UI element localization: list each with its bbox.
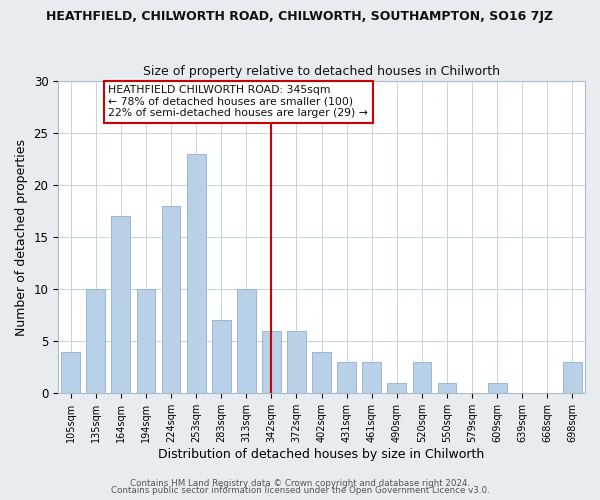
Bar [337, 362, 356, 394]
Bar [137, 289, 155, 394]
Bar [312, 352, 331, 394]
Bar [237, 289, 256, 394]
Bar [86, 289, 105, 394]
Bar [437, 383, 457, 394]
X-axis label: Distribution of detached houses by size in Chilworth: Distribution of detached houses by size … [158, 448, 485, 461]
Bar [413, 362, 431, 394]
Bar [388, 383, 406, 394]
Text: HEATHFIELD CHILWORTH ROAD: 345sqm
← 78% of detached houses are smaller (100)
22%: HEATHFIELD CHILWORTH ROAD: 345sqm ← 78% … [109, 85, 368, 118]
Bar [187, 154, 206, 394]
Text: HEATHFIELD, CHILWORTH ROAD, CHILWORTH, SOUTHAMPTON, SO16 7JZ: HEATHFIELD, CHILWORTH ROAD, CHILWORTH, S… [46, 10, 554, 23]
Text: Contains public sector information licensed under the Open Government Licence v3: Contains public sector information licen… [110, 486, 490, 495]
Bar [161, 206, 181, 394]
Title: Size of property relative to detached houses in Chilworth: Size of property relative to detached ho… [143, 66, 500, 78]
Bar [287, 331, 306, 394]
Y-axis label: Number of detached properties: Number of detached properties [15, 138, 28, 336]
Bar [563, 362, 582, 394]
Bar [112, 216, 130, 394]
Text: Contains HM Land Registry data © Crown copyright and database right 2024.: Contains HM Land Registry data © Crown c… [130, 478, 470, 488]
Bar [362, 362, 381, 394]
Bar [262, 331, 281, 394]
Bar [61, 352, 80, 394]
Bar [488, 383, 506, 394]
Bar [212, 320, 230, 394]
